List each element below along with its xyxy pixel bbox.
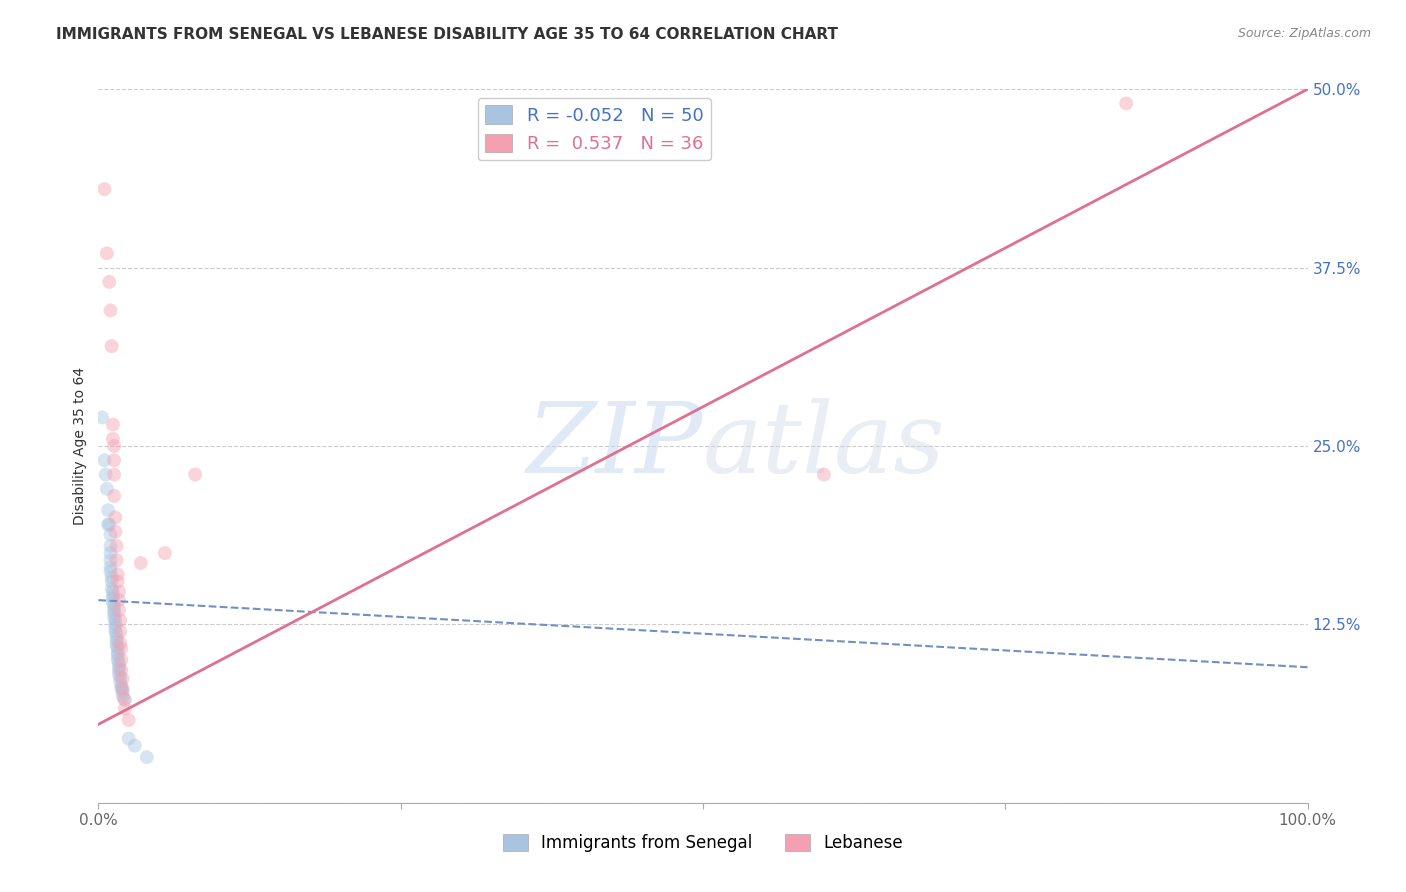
Point	[93, 453, 115, 467]
Point	[101, 589, 124, 603]
Y-axis label: Disability Age 35 to 64: Disability Age 35 to 64	[73, 367, 87, 525]
Point	[100, 565, 122, 579]
Point	[114, 701, 136, 715]
Point	[103, 599, 125, 613]
Point	[107, 648, 129, 663]
Point	[101, 596, 124, 610]
Point	[111, 681, 134, 696]
Text: ZIP: ZIP	[527, 399, 703, 493]
Point	[110, 641, 132, 656]
Point	[111, 672, 134, 686]
Point	[103, 467, 125, 482]
Point	[105, 639, 128, 653]
Point	[114, 693, 136, 707]
Point	[104, 620, 127, 634]
Point	[100, 539, 122, 553]
Point	[97, 517, 120, 532]
Point	[103, 489, 125, 503]
Point	[110, 679, 132, 693]
Point	[104, 613, 127, 627]
Point	[93, 182, 115, 196]
Point	[100, 303, 122, 318]
Point	[107, 567, 129, 582]
Point	[105, 632, 128, 646]
Point	[103, 439, 125, 453]
Text: IMMIGRANTS FROM SENEGAL VS LEBANESE DISABILITY AGE 35 TO 64 CORRELATION CHART: IMMIGRANTS FROM SENEGAL VS LEBANESE DISA…	[56, 27, 838, 42]
Point	[108, 613, 131, 627]
Legend: Immigrants from Senegal, Lebanese: Immigrants from Senegal, Lebanese	[496, 827, 910, 859]
Point	[110, 663, 132, 677]
Point	[100, 553, 122, 567]
Point	[107, 646, 129, 660]
Point	[100, 574, 122, 589]
Point	[107, 653, 129, 667]
Point	[108, 584, 131, 599]
Point	[96, 482, 118, 496]
Point	[104, 624, 127, 639]
Point	[100, 527, 122, 541]
Point	[129, 556, 152, 570]
Point	[98, 517, 121, 532]
Point	[118, 713, 141, 727]
Point	[94, 467, 117, 482]
Point	[108, 624, 131, 639]
Point	[111, 689, 134, 703]
Point	[124, 739, 146, 753]
Point	[96, 246, 118, 260]
Point	[104, 510, 127, 524]
Point	[100, 560, 122, 574]
Point	[108, 656, 131, 670]
Point	[103, 606, 125, 620]
Point	[108, 663, 131, 677]
Point	[103, 453, 125, 467]
Point	[105, 627, 128, 641]
Point	[100, 582, 122, 596]
Point	[100, 546, 122, 560]
Point	[1115, 96, 1137, 111]
Point	[103, 603, 125, 617]
Point	[118, 731, 141, 746]
Point	[105, 634, 128, 648]
Point	[153, 546, 176, 560]
Point	[110, 653, 132, 667]
Point	[108, 674, 131, 689]
Point	[103, 610, 125, 624]
Point	[107, 641, 129, 656]
Point	[112, 691, 135, 706]
Point	[108, 593, 131, 607]
Point	[105, 553, 128, 567]
Point	[104, 617, 127, 632]
Point	[135, 750, 157, 764]
Text: Source: ZipAtlas.com: Source: ZipAtlas.com	[1237, 27, 1371, 40]
Point	[108, 636, 131, 650]
Point	[104, 524, 127, 539]
Point	[105, 539, 128, 553]
Point	[98, 275, 121, 289]
Point	[108, 603, 131, 617]
Point	[91, 410, 114, 425]
Point	[100, 339, 122, 353]
Point	[97, 503, 120, 517]
Point	[108, 660, 131, 674]
Point	[101, 417, 124, 432]
Point	[101, 432, 124, 446]
Point	[110, 681, 132, 696]
Point	[108, 670, 131, 684]
Point	[184, 467, 207, 482]
Point	[108, 667, 131, 681]
Point	[107, 574, 129, 589]
Point	[111, 684, 134, 698]
Text: atlas: atlas	[703, 399, 946, 493]
Point	[101, 584, 124, 599]
Point	[101, 591, 124, 606]
Point	[813, 467, 835, 482]
Point	[100, 570, 122, 584]
